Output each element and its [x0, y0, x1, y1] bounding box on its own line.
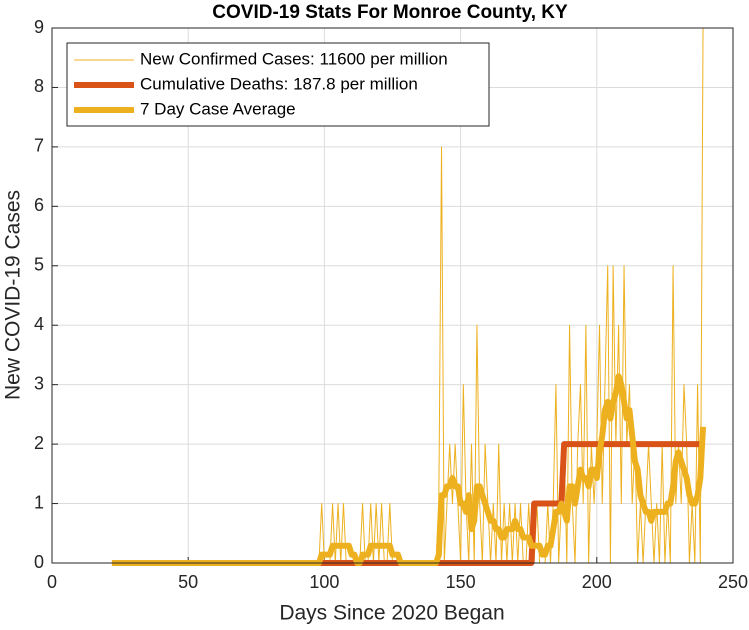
x-tick-label: 150: [446, 572, 476, 592]
legend-label: New Confirmed Cases: 11600 per million: [140, 49, 448, 68]
x-tick-label: 250: [718, 572, 748, 592]
x-tick-label: 50: [178, 572, 198, 592]
legend-label: 7 Day Case Average: [140, 99, 296, 118]
x-tick-label: 100: [309, 572, 339, 592]
legend-label: Cumulative Deaths: 187.8 per million: [140, 74, 418, 93]
y-tick-label: 1: [34, 492, 44, 512]
y-tick-label: 2: [34, 433, 44, 453]
legend: New Confirmed Cases: 11600 per million Cu…: [66, 42, 490, 127]
x-axis-label: Days Since 2020 Began: [279, 602, 504, 625]
y-tick-label: 4: [34, 314, 44, 334]
y-tick-label: 3: [34, 373, 44, 393]
y-tick-label: 8: [34, 76, 44, 96]
y-tick-label: 6: [34, 195, 44, 215]
y-tick-label: 7: [34, 136, 44, 156]
y-axis-label: New COVID-19 Cases: [2, 190, 25, 400]
y-tick-label: 0: [34, 552, 44, 572]
y-tick-label: 5: [34, 255, 44, 275]
y-tick-label: 9: [34, 17, 44, 37]
x-tick-label: 0: [47, 572, 57, 592]
axes-box: [51, 27, 734, 564]
x-tick-label: 200: [582, 572, 612, 592]
chart-title: COVID-19 Stats For Monroe County, KY: [212, 2, 568, 23]
legend-box: [66, 42, 490, 127]
